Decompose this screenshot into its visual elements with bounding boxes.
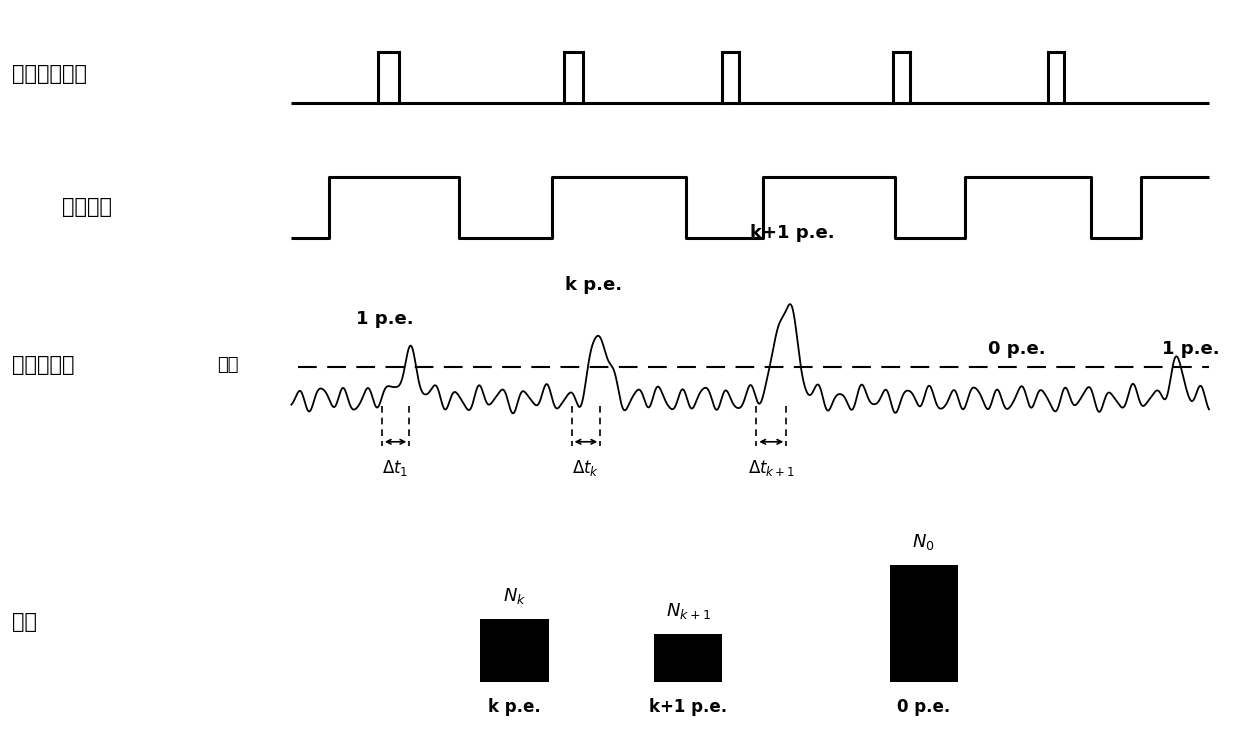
Text: $\Delta t_k$: $\Delta t_k$	[573, 458, 599, 478]
Text: 0 p.e.: 0 p.e.	[898, 698, 950, 716]
Text: $N_0$: $N_0$	[913, 532, 935, 552]
Text: 统计: 统计	[12, 612, 37, 632]
Text: 阈值: 阈值	[217, 356, 238, 374]
Text: $\Delta t_{k+1}$: $\Delta t_{k+1}$	[748, 458, 795, 478]
Text: 1 p.e.: 1 p.e.	[356, 310, 413, 328]
Text: $\Delta t_1$: $\Delta t_1$	[382, 458, 409, 478]
Bar	[890, 565, 959, 682]
Text: 电脉冲信号: 电脉冲信号	[12, 355, 74, 375]
Text: k+1 p.e.: k+1 p.e.	[750, 224, 835, 242]
Text: k p.e.: k p.e.	[489, 698, 541, 716]
Text: k p.e.: k p.e.	[565, 276, 622, 294]
Bar	[480, 619, 548, 682]
Text: 门控信号: 门控信号	[62, 197, 112, 217]
Text: 0 p.e.: 0 p.e.	[988, 340, 1045, 358]
Text: 1 p.e.: 1 p.e.	[1162, 340, 1219, 358]
Text: $N_{k+1}$: $N_{k+1}$	[666, 600, 711, 621]
Text: k+1 p.e.: k+1 p.e.	[649, 698, 728, 716]
Text: $N_k$: $N_k$	[503, 586, 526, 606]
Bar	[655, 634, 723, 682]
Text: 同步触发信号: 同步触发信号	[12, 65, 87, 84]
